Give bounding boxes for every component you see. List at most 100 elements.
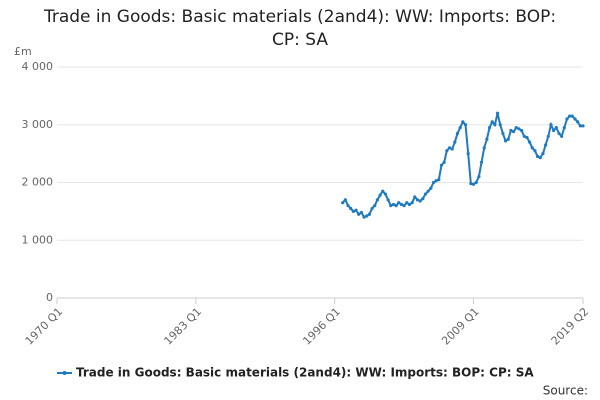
y-tick-label: 0 — [46, 291, 53, 304]
data-point — [509, 128, 513, 133]
data-point — [471, 182, 476, 186]
x-tick-label: 2019 Q2 — [549, 305, 592, 348]
data-point — [439, 163, 444, 167]
data-point — [487, 126, 492, 130]
data-point — [490, 120, 494, 124]
data-point — [367, 212, 371, 216]
data-point — [573, 117, 577, 121]
y-tick-label: 4 000 — [22, 60, 54, 73]
data-point — [570, 114, 574, 118]
data-point — [453, 140, 457, 144]
x-tick-label: 2009 Q1 — [439, 305, 482, 348]
data-point — [527, 140, 532, 144]
data-point — [357, 212, 361, 216]
data-point — [514, 126, 518, 130]
data-point — [568, 114, 572, 118]
data-point — [343, 198, 347, 202]
source: Source: — [543, 384, 588, 398]
data-point — [501, 131, 505, 136]
data-point — [511, 130, 516, 134]
data-point — [378, 193, 382, 197]
data-point — [373, 204, 377, 208]
data-point — [383, 192, 388, 196]
data-point — [349, 206, 353, 211]
data-point — [522, 134, 526, 138]
data-point — [474, 180, 478, 185]
data-point — [413, 195, 417, 199]
data-point — [517, 127, 521, 131]
data-point — [442, 160, 446, 164]
data-point — [389, 204, 393, 208]
data-point — [477, 175, 481, 179]
data-point — [405, 201, 409, 205]
data-point — [525, 135, 529, 140]
data-point — [354, 208, 358, 212]
data-point — [397, 201, 401, 205]
data-point — [341, 201, 345, 205]
chart-title: Trade in Goods: Basic materials (2and4):… — [43, 7, 557, 50]
data-point — [381, 189, 385, 193]
data-point — [495, 111, 500, 115]
data-point — [557, 131, 561, 136]
data-point — [461, 120, 465, 124]
data-point — [418, 199, 422, 203]
data-point — [544, 143, 548, 147]
data-point — [375, 198, 380, 202]
data-point — [565, 117, 569, 121]
data-point — [429, 186, 433, 190]
data-point — [576, 120, 580, 124]
data-point — [437, 178, 441, 182]
data-point — [578, 124, 582, 128]
data-point — [482, 146, 486, 150]
x-tick-label: 1996 Q1 — [300, 305, 343, 348]
data-point — [536, 154, 540, 159]
legend-marker — [62, 371, 67, 375]
data-point — [445, 149, 449, 153]
data-point — [466, 152, 470, 156]
data-point — [391, 202, 396, 207]
data-point — [530, 146, 534, 150]
data-point — [362, 215, 366, 219]
x-tick-label: 1970 Q1 — [23, 305, 66, 348]
data-point — [455, 131, 460, 136]
data-point — [359, 210, 363, 215]
y-tick-label: 2 000 — [22, 176, 54, 189]
data-point — [407, 202, 412, 207]
data-point — [503, 139, 508, 143]
data-point — [554, 126, 558, 130]
data-point — [479, 160, 484, 164]
y-tick-label: 1 000 — [22, 233, 54, 246]
data-point — [533, 149, 537, 153]
y-unit: £m — [14, 45, 32, 58]
data-point — [431, 180, 436, 185]
data-point — [426, 189, 430, 193]
data-point — [351, 209, 355, 213]
data-point — [541, 152, 545, 156]
data-point — [450, 147, 454, 151]
data-point — [552, 128, 556, 133]
data-point — [549, 123, 553, 127]
data-point — [346, 204, 350, 208]
data-point — [560, 134, 564, 138]
data-point — [458, 126, 462, 130]
data-point — [386, 198, 390, 202]
legend-label: Trade in Goods: Basic materials (2and4):… — [76, 366, 534, 380]
data-point — [519, 128, 524, 133]
data-point — [365, 214, 369, 218]
data-point — [421, 197, 425, 201]
data-point — [423, 192, 428, 196]
data-point — [493, 123, 497, 127]
data-point — [447, 146, 452, 150]
data-point — [581, 124, 585, 128]
data-point — [546, 134, 550, 138]
data-point — [538, 156, 542, 160]
data-point — [394, 204, 398, 208]
data-point — [434, 179, 438, 183]
data-point — [402, 204, 406, 208]
series-line — [341, 112, 583, 219]
data-point — [498, 123, 502, 127]
data-point — [410, 201, 414, 205]
data-point — [485, 137, 489, 141]
y-tick-label: 3 000 — [22, 118, 54, 131]
